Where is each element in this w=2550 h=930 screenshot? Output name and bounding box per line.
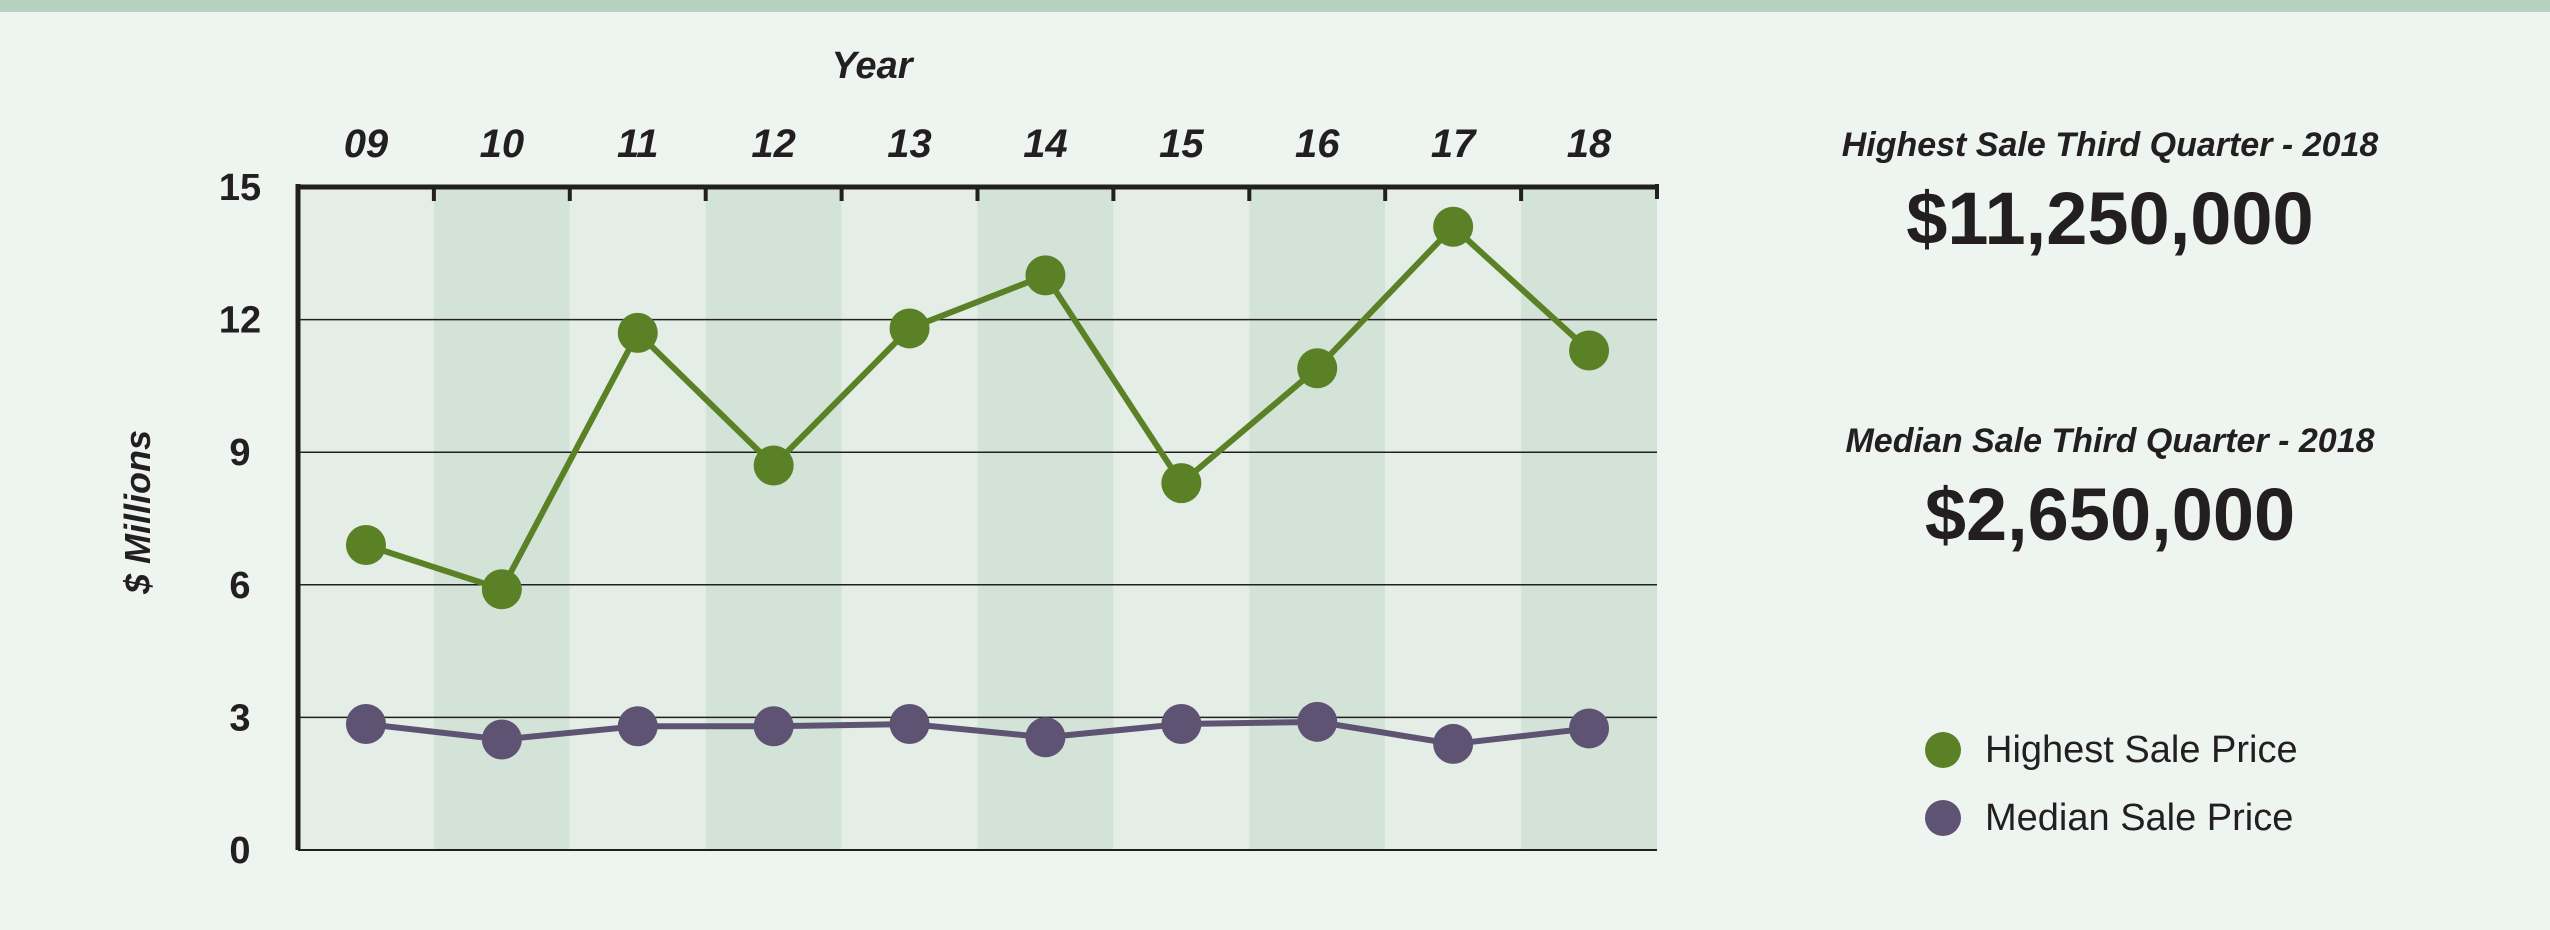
data-point-median	[1433, 723, 1474, 764]
legend-label-median: Median Sale Price	[1985, 796, 2294, 839]
data-point-highest	[617, 312, 658, 353]
series-lines	[345, 206, 1610, 764]
axes	[295, 184, 1659, 851]
y-tick-label: 15	[219, 167, 261, 209]
data-point-highest	[481, 569, 522, 610]
median-sale-label: Median Sale Third Quarter - 2018	[1845, 422, 2375, 460]
axis-labels: 0 3 6 9 12 15 09 10 11 12 13 14 15 16 17 18 Year $ Millio…	[117, 45, 1612, 872]
data-point-highest	[889, 308, 930, 349]
legend-item-median: Median Sale Price	[1925, 784, 2298, 852]
plot-band	[298, 187, 434, 850]
data-point-median	[753, 706, 794, 747]
x-tick-label: 13	[887, 122, 932, 166]
plot-band	[841, 187, 978, 850]
y-tick-label: 9	[229, 432, 250, 474]
data-point-highest	[1161, 463, 1202, 504]
data-point-highest	[345, 525, 386, 566]
data-point-median	[481, 719, 522, 760]
data-point-median	[617, 706, 658, 747]
plot-band	[1249, 187, 1386, 850]
x-tick-label: 14	[1023, 122, 1068, 166]
x-tick-label: 10	[480, 122, 525, 166]
data-point-median	[889, 704, 930, 745]
data-point-highest	[1433, 206, 1474, 247]
data-point-median	[345, 704, 386, 745]
plot-band	[705, 187, 842, 850]
plot-band	[1521, 187, 1657, 850]
data-point-highest	[1569, 330, 1610, 371]
data-point-highest	[1297, 348, 1338, 389]
y-axis-title: $ Millions	[117, 430, 158, 595]
data-point-median	[1025, 717, 1066, 758]
gridlines	[298, 318, 1657, 719]
x-tick-label: 12	[751, 122, 796, 166]
data-point-median	[1161, 704, 1202, 745]
x-tick-label: 11	[617, 122, 659, 166]
x-tick-label: 16	[1295, 122, 1340, 166]
top-accent-bar	[0, 0, 2550, 12]
data-point-highest	[753, 445, 794, 486]
x-axis-title: Year	[832, 45, 915, 87]
chart-legend: Highest Sale Price Median Sale Price	[1925, 716, 2298, 852]
series-line-median	[365, 718, 1590, 747]
legend-marker-median	[1925, 800, 1961, 836]
plot-band	[569, 187, 706, 850]
highest-sale-value: $11,250,000	[1906, 177, 2314, 260]
series-line-highest	[365, 223, 1592, 593]
legend-label-highest: Highest Sale Price	[1985, 728, 2298, 771]
x-tick-label: 18	[1567, 122, 1612, 166]
median-sale-value: $2,650,000	[1924, 473, 2296, 556]
y-tick-label: 3	[229, 697, 250, 739]
data-point-highest	[1025, 255, 1066, 296]
y-tick-label: 6	[229, 565, 250, 607]
y-tick-label: 0	[229, 830, 250, 872]
legend-marker-highest	[1925, 732, 1961, 768]
x-tick-label: 15	[1159, 122, 1204, 166]
y-tick-label: 12	[219, 300, 261, 342]
highest-sale-label: Highest Sale Third Quarter - 2018	[1841, 126, 2379, 164]
legend-item-highest: Highest Sale Price	[1925, 716, 2298, 784]
plot-band	[1113, 187, 1250, 850]
data-point-median	[1297, 701, 1338, 742]
data-point-median	[1569, 708, 1610, 749]
x-tick-label: 09	[344, 122, 389, 166]
x-tick-label: 17	[1431, 122, 1477, 166]
